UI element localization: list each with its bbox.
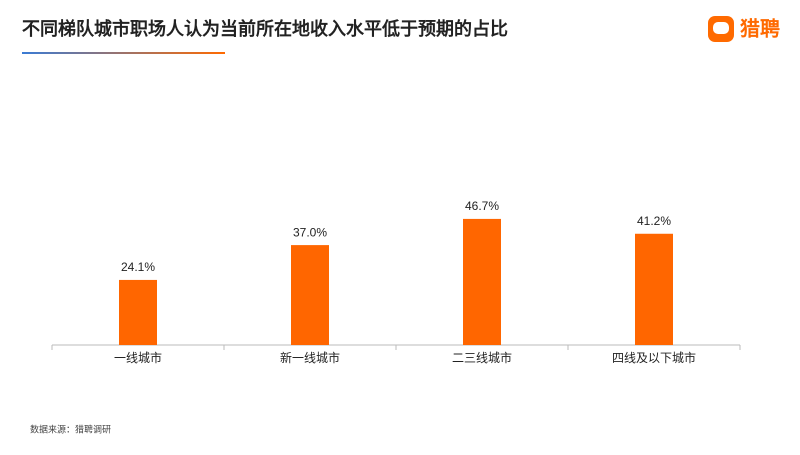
value-label: 37.0% [293,225,327,239]
bar [635,233,673,345]
value-label: 46.7% [465,199,499,213]
title-underline [22,52,225,54]
logo-icon-bubble [713,22,729,34]
x-tick-label: 二三线城市 [452,350,512,365]
x-tick-label: 一线城市 [114,350,162,365]
chart-title: 不同梯队城市职场人认为当前所在地收入水平低于预期的占比 [22,18,508,39]
value-label: 24.1% [121,260,155,274]
logo-text: 猎聘 [740,16,780,40]
value-label: 41.2% [637,214,671,228]
x-tick-label: 新一线城市 [280,350,340,365]
bar [119,279,157,345]
bar [291,245,329,345]
bar [463,218,501,345]
x-tick-label: 四线及以下城市 [612,350,696,365]
source-note: 数据来源：猎聘调研 [30,423,111,434]
